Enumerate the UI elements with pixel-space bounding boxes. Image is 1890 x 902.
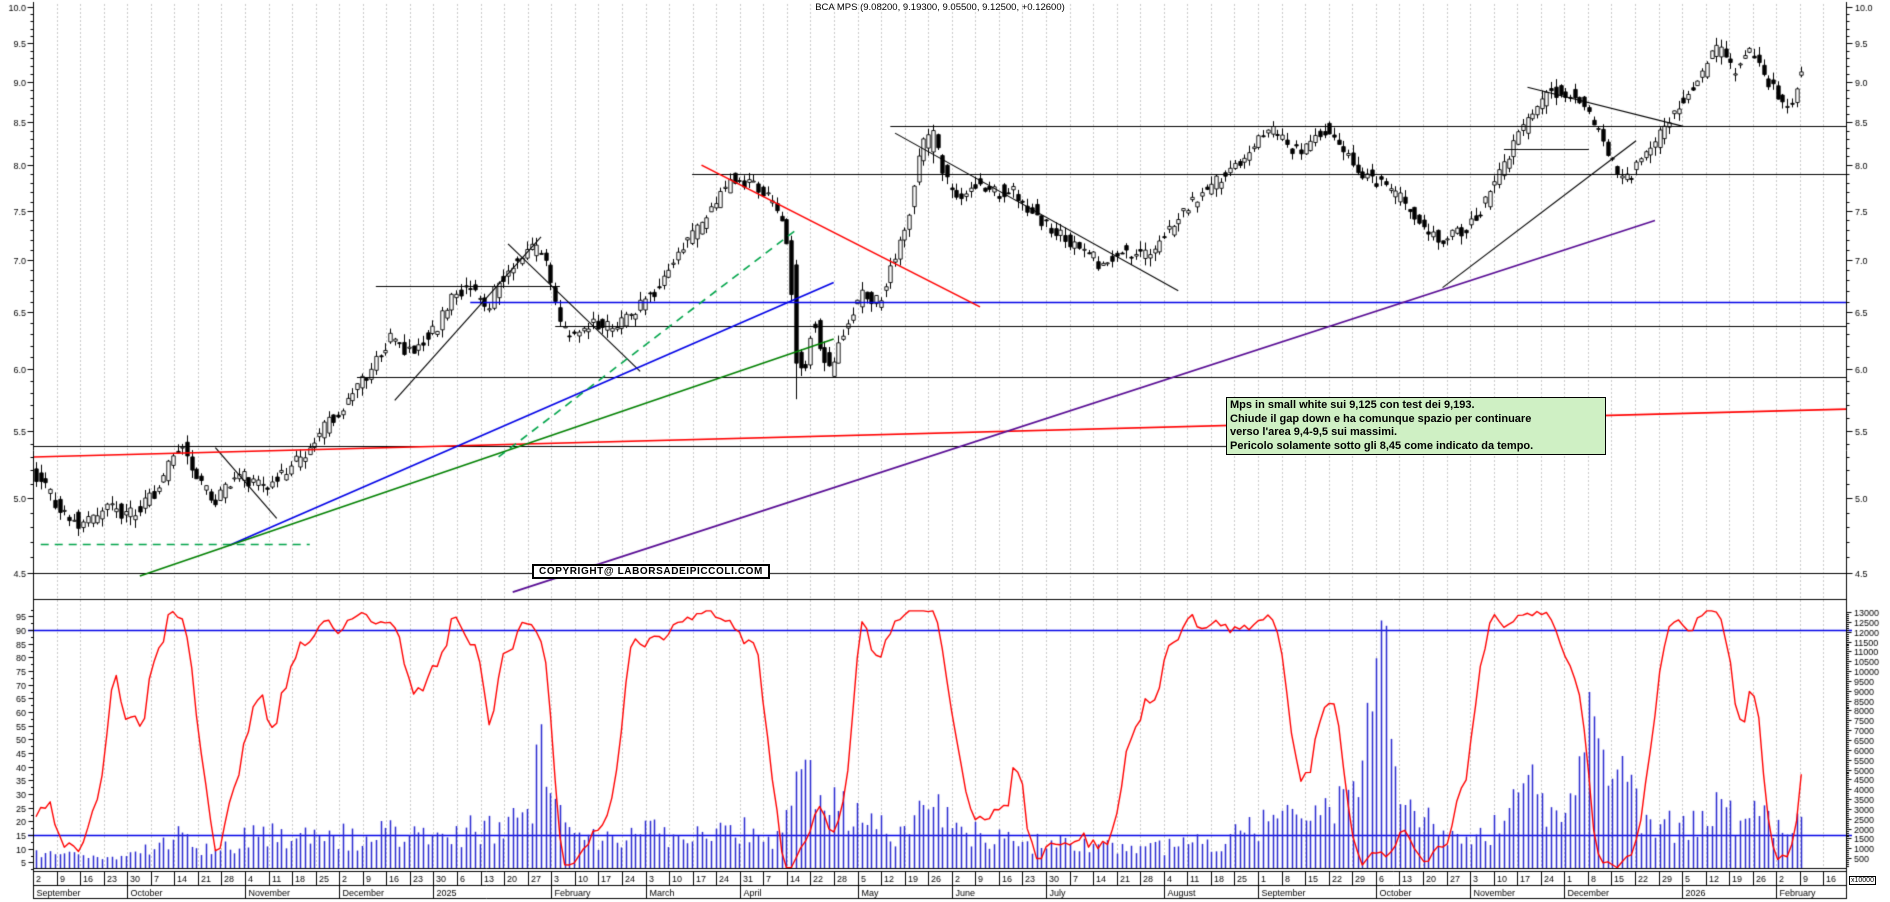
volume-unit-badge: x10000	[1849, 876, 1876, 885]
chart-title: BCA MPS (9.08200, 9.19300, 9.05500, 9.12…	[815, 2, 1065, 13]
copyright-badge: COPYRIGHT@ LABORSADEIPICCOLI.COM	[532, 564, 770, 579]
analysis-note: Mps in small white sui 9,125 con test de…	[1226, 397, 1606, 455]
